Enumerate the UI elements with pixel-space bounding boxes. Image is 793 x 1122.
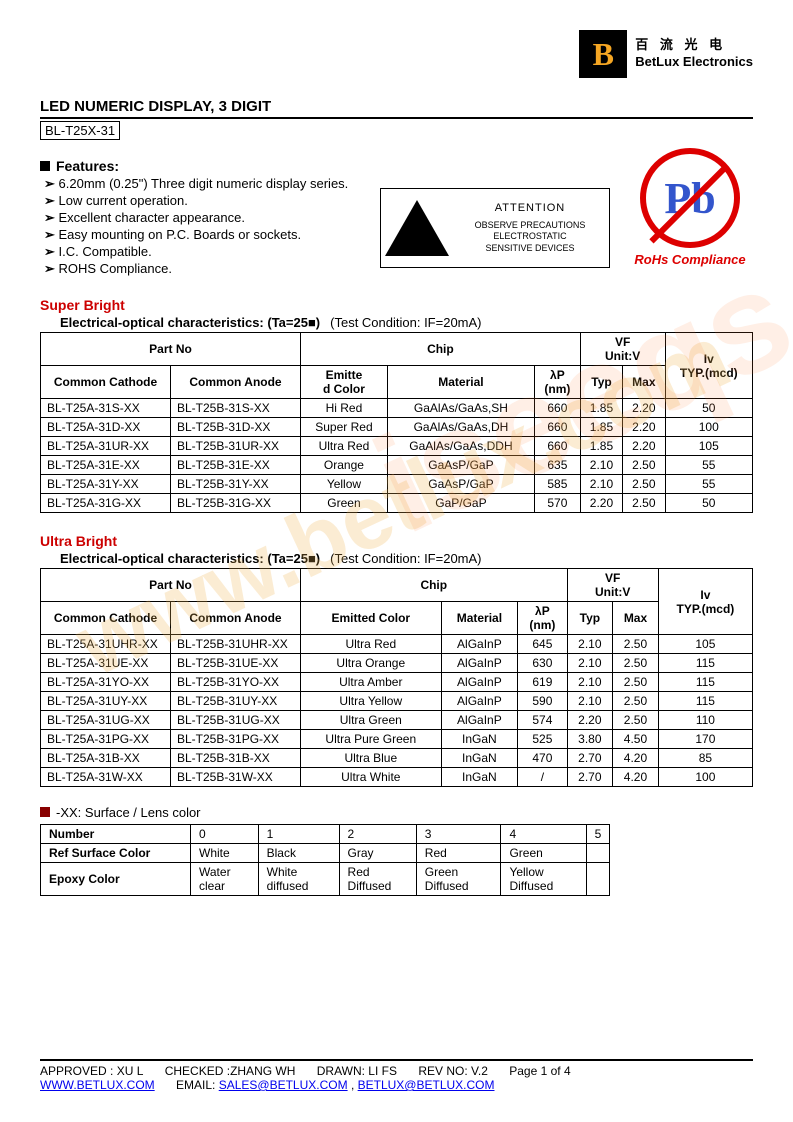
table-row: BL-T25A-31PG-XXBL-T25B-31PG-XXUltra Pure… xyxy=(41,730,753,749)
table-row: BL-T25A-31W-XXBL-T25B-31W-XXUltra WhiteI… xyxy=(41,768,753,787)
rohs-label: RoHs Compliance xyxy=(630,252,750,267)
page-title: LED NUMERIC DISPLAY, 3 DIGIT xyxy=(40,98,753,119)
super-bright-table: Part No Chip VFUnit:V IvTYP.(mcd) Common… xyxy=(40,332,753,513)
table-row: BL-T25A-31UY-XXBL-T25B-31UY-XXUltra Yell… xyxy=(41,692,753,711)
table-row: BL-T25A-31UE-XXBL-T25B-31UE-XXUltra Oran… xyxy=(41,654,753,673)
footer-email1-link[interactable]: SALES@BETLUX.COM xyxy=(219,1078,348,1092)
footer: APPROVED : XU L CHECKED :ZHANG WH DRAWN:… xyxy=(40,1059,753,1092)
table-row: BL-T25A-31E-XXBL-T25B-31E-XXOrangeGaAsP/… xyxy=(41,456,753,475)
table-row: BL-T25A-31Y-XXBL-T25B-31Y-XXYellowGaAsP/… xyxy=(41,475,753,494)
logo: B 百 流 光 电 BetLux Electronics xyxy=(579,30,753,78)
model-number: BL-T25X-31 xyxy=(40,121,120,140)
table-row: BL-T25A-31B-XXBL-T25B-31B-XXUltra BlueIn… xyxy=(41,749,753,768)
header: B 百 流 光 电 BetLux Electronics xyxy=(40,30,753,78)
table-row: BL-T25A-31YO-XXBL-T25B-31YO-XXUltra Ambe… xyxy=(41,673,753,692)
rohs-badge: Pb RoHs Compliance xyxy=(630,148,750,267)
footer-email2-link[interactable]: BETLUX@BETLUX.COM xyxy=(358,1078,495,1092)
ultra-bright-table: Part No Chip VFUnit:V IvTYP.(mcd) Common… xyxy=(40,568,753,787)
logo-en: BetLux Electronics xyxy=(635,54,753,71)
footer-checked: CHECKED :ZHANG WH xyxy=(165,1064,296,1078)
table-row: BL-T25A-31D-XXBL-T25B-31D-XXSuper RedGaA… xyxy=(41,418,753,437)
footer-drawn: DRAWN: LI FS xyxy=(317,1064,397,1078)
color-note: -XX: Surface / Lens color xyxy=(40,805,753,820)
section-ultra-bright: Ultra Bright xyxy=(40,533,753,549)
table-row: BL-T25A-31G-XXBL-T25B-31G-XXGreenGaP/GaP… xyxy=(41,494,753,513)
esd-icon xyxy=(385,200,449,256)
lens-color-table: Number 0 1 2 3 4 5 Ref Surface Color Whi… xyxy=(40,824,610,896)
logo-icon: B xyxy=(579,30,627,78)
footer-rev: REV NO: V.2 xyxy=(418,1064,488,1078)
table-row: BL-T25A-31UHR-XXBL-T25B-31UHR-XXUltra Re… xyxy=(41,635,753,654)
footer-page: Page 1 of 4 xyxy=(509,1064,570,1078)
section-subtitle: Electrical-optical characteristics: (Ta=… xyxy=(60,315,753,330)
table-row: BL-T25A-31S-XXBL-T25B-31S-XXHi RedGaAlAs… xyxy=(41,399,753,418)
table-row: BL-T25A-31UG-XXBL-T25B-31UG-XXUltra Gree… xyxy=(41,711,753,730)
section-super-bright: Super Bright xyxy=(40,297,753,313)
table-row: BL-T25A-31UR-XXBL-T25B-31UR-XXUltra RedG… xyxy=(41,437,753,456)
esd-attention: ATTENTION xyxy=(455,201,605,215)
logo-cn: 百 流 光 电 xyxy=(635,37,753,54)
esd-warning: ATTENTION OBSERVE PRECAUTIONS ELECTROSTA… xyxy=(380,188,610,268)
footer-url-link[interactable]: WWW.BETLUX.COM xyxy=(40,1078,155,1092)
footer-approved: APPROVED : XU L xyxy=(40,1064,143,1078)
section-subtitle: Electrical-optical characteristics: (Ta=… xyxy=(60,551,753,566)
